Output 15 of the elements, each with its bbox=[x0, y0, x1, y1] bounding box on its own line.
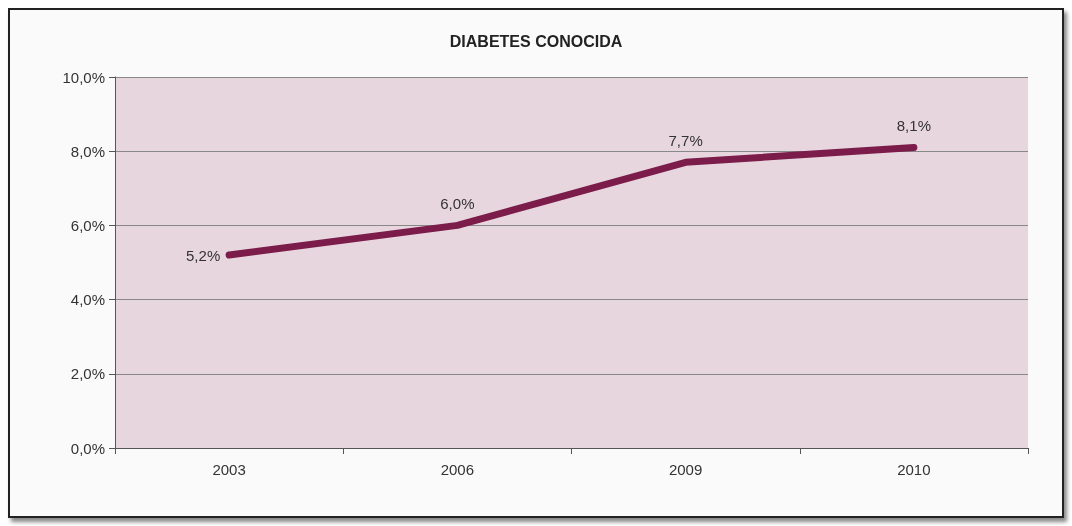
data-label: 8,1% bbox=[896, 117, 931, 135]
y-tick-label: 0,0% bbox=[70, 439, 105, 457]
y-tick-label: 4,0% bbox=[70, 291, 105, 309]
y-tick-label: 8,0% bbox=[70, 142, 105, 160]
y-tick-label: 10,0% bbox=[62, 68, 105, 86]
y-tick-label: 6,0% bbox=[70, 216, 105, 234]
x-tick-label: 2010 bbox=[897, 461, 931, 478]
x-tick-label: 2006 bbox=[440, 461, 475, 478]
x-tick-label: 2003 bbox=[212, 461, 246, 478]
y-tick-label: 2,0% bbox=[70, 365, 105, 383]
data-label: 7,7% bbox=[668, 132, 703, 150]
chart-title: DIABETES CONOCIDA bbox=[449, 32, 623, 50]
x-tick-label: 2009 bbox=[668, 461, 703, 478]
data-label: 6,0% bbox=[440, 195, 475, 213]
data-label: 5,2% bbox=[186, 247, 221, 265]
